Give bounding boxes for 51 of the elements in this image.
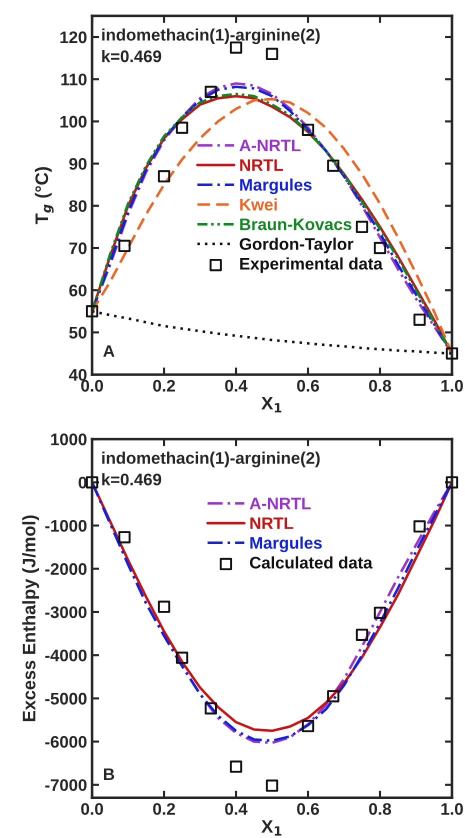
y-tick-label: 0 <box>78 476 87 489</box>
x-tick-label: 0.0 <box>81 803 103 815</box>
y-tick-label: -2000 <box>45 563 87 575</box>
x-tick-label: 0.0 <box>81 380 103 392</box>
x-tick-label: 0.4 <box>225 803 248 815</box>
annotation: k=0.469 <box>102 50 162 62</box>
x-tick-label: 0.2 <box>153 380 175 392</box>
annotation: k=0.469 <box>102 473 162 486</box>
y-tick-label: -1000 <box>45 520 87 532</box>
y-tick-label: 110 <box>61 74 87 86</box>
y-tick-label: 70 <box>69 242 87 254</box>
y-tick-label: 120 <box>60 31 87 44</box>
x-tick-label: 1.0 <box>441 380 463 392</box>
x-tick-label: 0.2 <box>153 803 175 815</box>
legend-label: Margules <box>250 536 322 552</box>
annotation: indomethacin(1)-arginine(2) <box>102 28 320 44</box>
x-tick-label: 0.6 <box>297 803 319 815</box>
x-tick-label: 0.8 <box>369 380 392 392</box>
x-tick-label: 0.8 <box>369 803 392 815</box>
x-axis-title: X$_{1}$ <box>261 820 282 836</box>
y-tick-label: 90 <box>69 158 87 170</box>
x-tick-label: 0.4 <box>225 380 248 392</box>
legend-label: A-NRTL <box>250 498 311 510</box>
legend-label: Gordon-Taylor <box>240 238 354 254</box>
legend-label: Braun-Kovacs <box>240 218 352 230</box>
legend-label: Margules <box>240 178 312 194</box>
y-axis-title: Excess Enthalpy (J/mol) <box>22 515 40 722</box>
legend-label: Experimental data <box>240 257 383 273</box>
y-tick-label: -5000 <box>45 692 87 705</box>
x-tick-label: 0.6 <box>297 380 319 392</box>
y-tick-label: 60 <box>69 284 87 296</box>
annotation: indomethacin(1)-arginine(2) <box>102 452 320 468</box>
y-tick-label: 80 <box>69 200 87 212</box>
annotation: B <box>104 768 114 780</box>
y-axis-title: T$_{g}$ (°C) <box>34 167 54 224</box>
annotation: A <box>103 345 114 357</box>
y-tick-label: 40 <box>68 368 87 381</box>
y-tick-label: 100 <box>60 116 87 128</box>
x-tick-label: 1.0 <box>441 803 463 815</box>
legend-label: NRTL <box>240 159 283 171</box>
y-tick-label: -4000 <box>45 650 87 662</box>
legend-label: NRTL <box>250 517 294 529</box>
x-axis-title: X$_{1}$ <box>261 397 282 412</box>
y-tick-label: 1000 <box>51 434 87 446</box>
y-tick-label: -6000 <box>45 736 87 748</box>
legend-label: A-NRTL <box>239 140 301 152</box>
y-tick-label: -3000 <box>45 606 87 618</box>
y-tick-label: 50 <box>69 326 87 339</box>
y-tick-label: -7000 <box>45 779 87 792</box>
legend-label: Kwei <box>240 198 277 211</box>
legend-label: Calculated data <box>250 556 373 569</box>
